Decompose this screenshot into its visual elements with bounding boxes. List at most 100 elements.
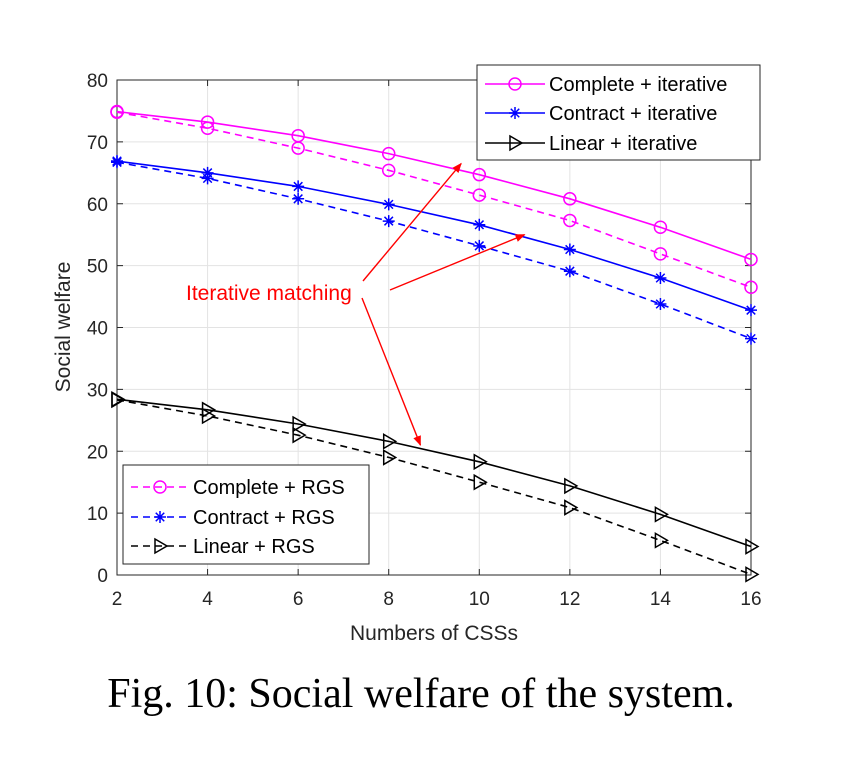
data-point (473, 473, 488, 491)
data-point (744, 252, 758, 267)
data-point (472, 188, 487, 202)
legend-marker (154, 511, 166, 523)
legend-marker (153, 480, 167, 494)
annotation-label: Iterative matching (186, 282, 352, 305)
annotation-arrow (389, 234, 526, 291)
data-point (745, 566, 760, 583)
data-point (201, 407, 217, 425)
x-tick-label: 8 (383, 589, 394, 610)
data-point (745, 304, 757, 317)
data-point (564, 477, 579, 495)
y-tick-label: 70 (87, 133, 108, 154)
series-line (116, 161, 752, 340)
data-point (654, 506, 669, 523)
data-point (563, 213, 577, 228)
x-tick-label: 14 (650, 589, 672, 610)
legend-entry-contract-rgs: Contract + RGS (131, 507, 335, 529)
data-point (200, 121, 215, 136)
y-tick-label: 80 (87, 71, 108, 92)
data-point (381, 163, 396, 178)
x-tick-label: 4 (202, 589, 213, 610)
series-line (116, 160, 752, 311)
x-tick-label: 6 (293, 589, 304, 610)
data-point (382, 433, 398, 450)
series-complete-iterative (110, 104, 758, 267)
data-point (292, 180, 305, 193)
annotation-group: Iterative matching (186, 162, 526, 446)
data-point (292, 192, 305, 205)
annotation-arrow (362, 162, 462, 282)
y-tick-label: 20 (87, 442, 108, 463)
series-line (116, 110, 752, 261)
y-tick-label: 10 (87, 504, 108, 525)
legend-entry-linear-rgs: Linear + RGS (131, 536, 315, 558)
data-point (381, 146, 396, 161)
y-tick-label: 50 (87, 257, 108, 278)
data-point (653, 220, 668, 235)
data-point (473, 453, 488, 471)
data-point (472, 167, 487, 182)
data-point (654, 297, 667, 310)
data-point (563, 192, 577, 206)
data-point (473, 239, 486, 252)
legend-label: Contract + RGS (193, 507, 335, 529)
data-point (200, 115, 215, 129)
legend-label: Contract + iterative (549, 103, 717, 125)
x-tick-label: 12 (559, 589, 580, 610)
series-linear-rgs (111, 391, 760, 583)
x-axis-title: Numbers of CSSs (350, 622, 518, 645)
legend-top-right: Complete + iterative Contract + iterative… (476, 64, 761, 161)
data-point (473, 218, 486, 231)
legend-entry-complete-rgs: Complete + RGS (131, 477, 345, 499)
legend-label: Complete + iterative (549, 74, 727, 96)
legend-label: Linear + iterative (549, 133, 697, 155)
data-point (382, 449, 398, 466)
figure-caption: Fig. 10: Social welfare of the system. (107, 671, 735, 717)
series-line (116, 398, 752, 548)
y-axis-title: Social welfare (52, 262, 75, 393)
legends: Complete + iterative Contract + iterative… (122, 64, 761, 565)
data-point (292, 415, 307, 433)
social-welfare-chart: 2 4 6 8 10 12 14 16 0 10 20 30 40 50 60 70 80 Iterative … (52, 64, 762, 645)
y-tick-label: 60 (87, 195, 108, 216)
x-tick-label: 10 (469, 589, 490, 610)
data-point (382, 215, 395, 228)
y-tick-label: 0 (97, 566, 108, 587)
data-point (563, 265, 576, 278)
data-point (291, 141, 305, 155)
legend-marker (508, 77, 522, 91)
series-contract-rgs (111, 156, 757, 345)
data-point (564, 499, 579, 516)
y-tick-label: 40 (87, 319, 108, 340)
legend-label: Complete + RGS (193, 477, 345, 499)
legend-entry-linear-iterative: Linear + iterative (485, 133, 697, 155)
data-point (382, 198, 395, 211)
legend-entry-contract-iterative: Contract + iterative (485, 103, 717, 125)
data-point (201, 172, 214, 185)
data-point (292, 426, 307, 444)
data-point (111, 391, 126, 409)
annotation-arrow (361, 297, 422, 446)
data-point (744, 280, 758, 295)
data-point (563, 243, 576, 256)
data-point (654, 532, 669, 549)
legend-box (476, 64, 761, 161)
legend-marker (154, 537, 169, 555)
data-point (654, 272, 667, 284)
series-group (110, 104, 760, 583)
series-line (116, 399, 752, 576)
legend-label: Linear + RGS (193, 536, 315, 558)
y-tick-label: 30 (87, 380, 108, 401)
data-point (745, 538, 760, 555)
legend-bottom-left: Complete + RGS Contract + RGS Linear + RGS (122, 464, 370, 565)
series-line (116, 111, 752, 289)
data-point (110, 105, 124, 119)
x-tick-label: 16 (740, 589, 761, 610)
legend-marker (509, 107, 521, 119)
legend-marker (509, 134, 524, 152)
data-point (111, 156, 123, 169)
legend-entry-complete-iterative: Complete + iterative (485, 74, 727, 96)
series-complete-rgs (110, 105, 758, 295)
x-tick-label: 2 (112, 589, 123, 610)
data-point (745, 332, 757, 345)
